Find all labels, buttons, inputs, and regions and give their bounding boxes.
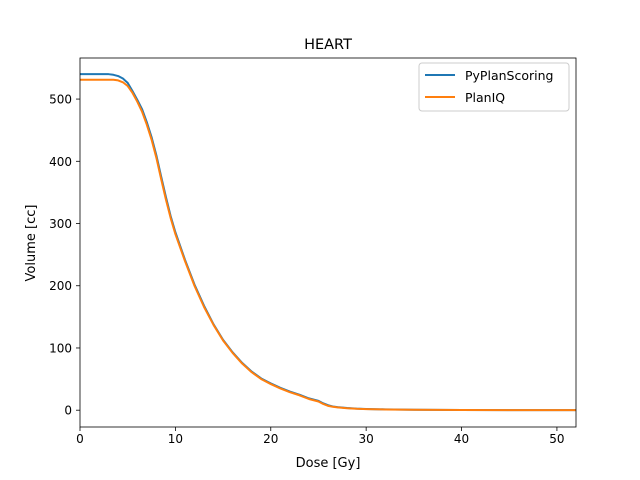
plot-area [79,57,577,428]
y-tick-label: 100 [49,341,72,355]
x-tick-label: 10 [168,432,183,446]
plot-frame [79,57,577,428]
y-tick-label: 500 [49,93,72,107]
x-tick-label: 40 [454,432,469,446]
series-layer [80,73,576,412]
y-tick-label: 0 [64,404,72,418]
y-axis-ticks: 0 100 200 300 400 500 [49,93,80,418]
series-line-planiq [80,78,576,412]
x-tick-label: 20 [263,432,278,446]
legend-box [418,62,570,112]
chart-title: HEART [304,37,352,53]
y-tick-label: 400 [49,155,72,169]
legend: PyPlanScoring PlanIQ [418,62,570,112]
x-tick-label: 30 [359,432,374,446]
legend-label-planiq: PlanIQ [465,90,505,105]
x-tick-label: 50 [549,432,564,446]
x-axis-ticks: 0 10 20 30 40 50 [76,427,565,446]
x-axis-label: Dose [Gy] [296,456,361,471]
y-tick-label: 300 [49,217,72,231]
y-tick-label: 200 [49,279,72,293]
x-tick-label: 0 [76,432,84,446]
legend-label-pyplanscoring: PyPlanScoring [465,68,553,83]
y-axis-label: Volume [cc] [24,205,39,282]
